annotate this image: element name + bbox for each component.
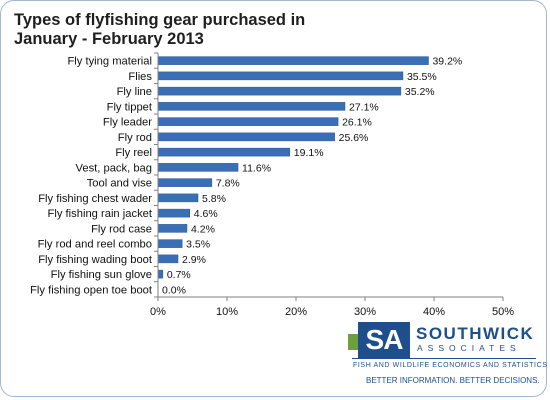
chart-title-line-2: January - February 2013 <box>14 30 204 48</box>
data-label: 2.9% <box>182 254 206 266</box>
data-label: 27.1% <box>349 101 379 113</box>
bar <box>157 254 179 264</box>
x-tick-label: 40% <box>423 306 445 318</box>
bar <box>157 86 402 96</box>
data-label: 39.2% <box>432 56 462 68</box>
data-label: 19.1% <box>294 147 324 159</box>
chart-title-line-1: Types of flyfishing gear purchased in <box>14 11 306 29</box>
x-tick-label: 30% <box>354 306 376 318</box>
logo-divider <box>352 358 536 359</box>
x-tick-label: 50% <box>492 306 514 318</box>
data-label: 3.5% <box>186 239 210 251</box>
bar <box>157 147 291 157</box>
category-label: Fly fishing wading boot <box>38 254 153 266</box>
x-tick-label: 20% <box>285 306 307 318</box>
category-label: Fly fishing sun glove <box>51 269 152 281</box>
data-label: 25.6% <box>339 132 369 144</box>
category-label: Fly tippet <box>107 101 153 113</box>
logo-sub: ASSOCIATES <box>417 343 521 353</box>
bar <box>157 71 404 81</box>
category-label: Fly fishing chest wader <box>38 193 152 205</box>
bar <box>157 56 429 65</box>
category-label: Fly tying material <box>67 56 152 68</box>
bar <box>157 117 339 126</box>
data-label: 0.0% <box>162 284 186 296</box>
category-label: Tool and vise <box>87 178 152 190</box>
bar <box>157 239 183 248</box>
data-label: 4.6% <box>194 208 218 220</box>
data-label: 0.7% <box>167 269 191 281</box>
category-label: Fly reel <box>115 147 152 159</box>
category-label: Vest, pack, bag <box>76 162 153 174</box>
bar <box>157 102 346 111</box>
bar <box>157 208 190 218</box>
category-label: Fly rod and reel combo <box>38 239 152 251</box>
bar <box>157 178 213 187</box>
data-label: 4.2% <box>191 223 215 235</box>
bar <box>157 132 335 142</box>
chart-title: Types of flyfishing gear purchased in Ja… <box>14 11 305 49</box>
data-label: 5.8% <box>202 193 226 205</box>
data-label: 26.1% <box>342 117 372 129</box>
bar <box>157 163 239 172</box>
bar <box>157 269 164 279</box>
data-label: 35.5% <box>407 71 437 83</box>
bars-group: Fly tying material 39.2% Flies 35.5% Fly lin… <box>30 56 462 297</box>
category-label: Fly rod <box>118 132 152 144</box>
data-label: 35.2% <box>405 86 435 98</box>
logo-name: SOUTHWICK <box>416 324 535 343</box>
category-label: Fly fishing open toe boot <box>30 284 153 296</box>
category-label: Fly leader <box>103 117 152 129</box>
data-label: 7.8% <box>216 178 240 190</box>
bar <box>157 224 188 233</box>
x-tick-label: 0% <box>150 306 166 318</box>
logo-mark: SA <box>358 322 410 358</box>
data-label: 11.6% <box>242 162 271 174</box>
category-label: Fly rod case <box>91 223 152 235</box>
category-label: Fly fishing rain jacket <box>48 208 153 220</box>
x-tick-label: 10% <box>216 306 238 318</box>
category-label: Fly line <box>117 86 152 98</box>
logo-motto: BETTER INFORMATION. BETTER DECISIONS. <box>366 376 540 385</box>
bar <box>157 193 199 203</box>
logo-tagline: FISH AND WILDLIFE ECONOMICS AND STATISTI… <box>353 362 548 369</box>
axes-group: 0% 10% 20% 30% 40% 50% <box>150 52 514 318</box>
category-label: Flies <box>128 71 152 83</box>
